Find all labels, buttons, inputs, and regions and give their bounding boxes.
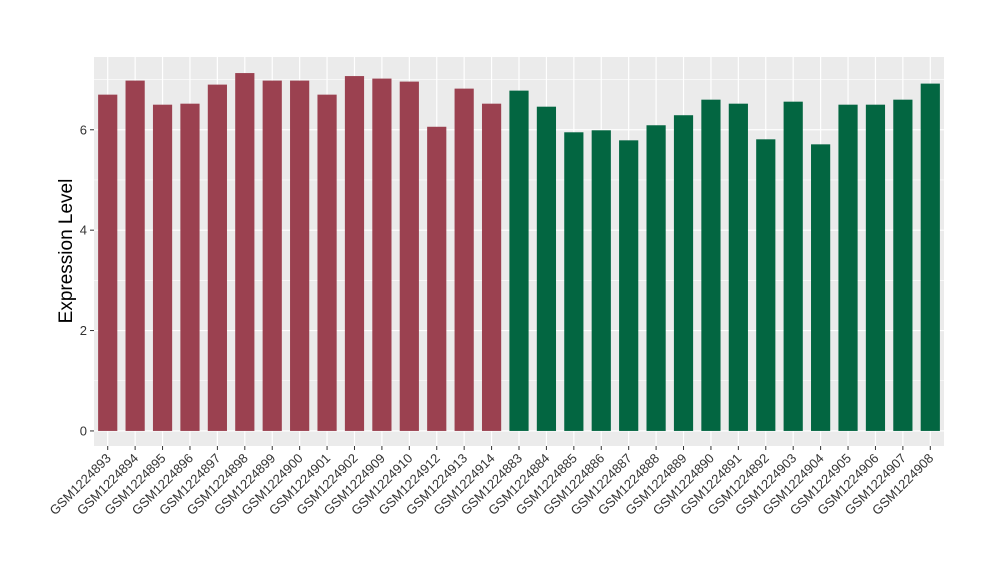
bar-GSM1224883	[509, 90, 529, 431]
bar-GSM1224890	[701, 99, 721, 431]
y-axis: 0 2 4 6	[80, 122, 94, 438]
x-axis: GSM1224893GSM1224894GSM1224895GSM1224896…	[46, 446, 936, 518]
bar-GSM1224895	[152, 104, 173, 431]
bar-GSM1224894	[125, 80, 145, 431]
y-axis-title: Expression Level	[56, 179, 77, 324]
bar-GSM1224898	[235, 73, 255, 431]
bar-GSM1224905	[838, 104, 858, 431]
bar-GSM1224889	[673, 115, 694, 431]
y-tick-label: 6	[80, 122, 87, 137]
bar-GSM1224885	[564, 132, 584, 431]
y-tick-label: 0	[80, 423, 87, 438]
bar-GSM1224902	[344, 76, 365, 431]
bar-GSM1224901	[317, 94, 337, 431]
bar-GSM1224904	[811, 144, 831, 431]
bar-GSM1224910	[399, 81, 419, 431]
bar-GSM1224912	[427, 126, 447, 431]
bar-GSM1224896	[180, 103, 200, 431]
bar-GSM1224909	[372, 78, 392, 431]
bar-GSM1224913	[454, 88, 474, 431]
bar-GSM1224908	[920, 83, 940, 431]
bar-GSM1224897	[207, 84, 227, 431]
bar-GSM1224886	[591, 130, 611, 431]
bar-GSM1224887	[619, 140, 639, 431]
y-tick-label: 4	[80, 223, 87, 238]
bar-GSM1224907	[893, 99, 913, 431]
y-tick-label: 2	[80, 323, 87, 338]
bar-GSM1224891	[728, 103, 748, 431]
bar-GSM1224892	[756, 139, 776, 431]
bar-GSM1224884	[536, 106, 557, 431]
bars-group	[98, 73, 940, 431]
bar-GSM1224893	[98, 94, 118, 431]
bar-GSM1224900	[290, 80, 310, 431]
bar-GSM1224888	[646, 125, 666, 431]
bar-GSM1224906	[865, 104, 886, 431]
bar-GSM1224899	[262, 80, 282, 431]
bar-GSM1224914	[481, 103, 502, 431]
bar-GSM1224903	[783, 101, 803, 431]
